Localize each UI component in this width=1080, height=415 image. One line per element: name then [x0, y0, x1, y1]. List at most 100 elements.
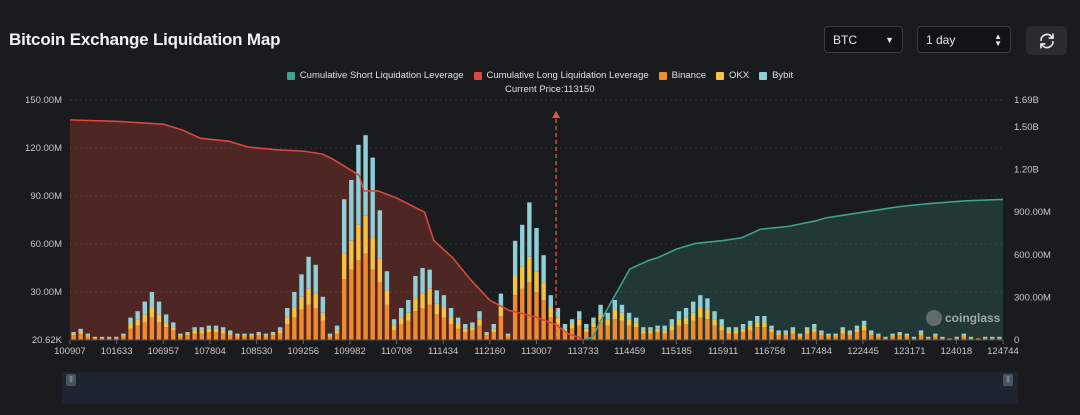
binance-bar — [498, 316, 504, 340]
bybit-bar — [876, 333, 881, 336]
legend-label: Binance — [671, 70, 706, 81]
binance-bar — [512, 295, 518, 340]
okx-bar — [598, 314, 603, 323]
bybit-bar — [783, 330, 788, 334]
okx-bar — [135, 319, 140, 326]
bybit-bar — [569, 319, 575, 324]
okx-bar — [783, 333, 788, 336]
bybit-bar — [619, 304, 625, 313]
binance-bar — [156, 322, 162, 340]
okx-bar — [719, 325, 724, 331]
legend-item-binance[interactable]: Binance — [658, 70, 706, 81]
bybit-bar — [890, 333, 895, 336]
binance-bar — [975, 338, 981, 340]
range-scrollbar[interactable] — [62, 372, 1018, 404]
binance-bar — [804, 333, 810, 340]
bybit-bar — [470, 322, 475, 328]
binance-bar — [918, 335, 924, 340]
binance-bar — [683, 324, 689, 340]
legend-item-long[interactable]: Cumulative Long Liquidation Leverage — [473, 70, 649, 81]
legend-item-okx[interactable]: OKX — [716, 70, 749, 81]
x-tick-label: 109256 — [287, 346, 319, 357]
scrollbar-left-handle[interactable]: ⦀ — [66, 374, 76, 386]
bybit-bar — [534, 228, 539, 272]
binance-bar — [356, 260, 361, 340]
bybit-bar — [954, 336, 959, 339]
okx-bar — [242, 335, 247, 337]
x-tick-label: 114459 — [614, 346, 645, 357]
okx-bar — [648, 330, 653, 334]
binance-bar — [470, 330, 475, 340]
binance-bar — [940, 338, 945, 340]
binance-bar — [306, 304, 311, 340]
bybit-bar — [199, 327, 204, 331]
okx-bar — [890, 335, 895, 337]
okx-bar — [206, 328, 212, 332]
bybit-bar — [933, 333, 938, 336]
legend-label: Cumulative Short Liquidation Leverage — [299, 70, 464, 81]
coin-select-value: BTC — [833, 32, 857, 47]
okx-bar — [726, 330, 732, 334]
bybit-bar — [249, 333, 254, 336]
okx-bar — [178, 335, 183, 337]
bybit-bar — [292, 292, 297, 308]
legend-item-bybit[interactable]: Bybit — [759, 70, 793, 81]
okx-bar — [349, 240, 354, 270]
bybit-bar — [384, 271, 390, 291]
bybit-bar — [85, 333, 91, 336]
binance-bar — [555, 324, 561, 340]
binance-bar — [833, 336, 838, 340]
binance-bar — [85, 336, 91, 340]
binance-bar — [327, 336, 333, 340]
binance-bar — [292, 317, 297, 340]
okx-bar — [149, 308, 155, 318]
okx-bar — [327, 335, 333, 337]
binance-bar — [420, 308, 425, 340]
binance-bar — [705, 319, 710, 340]
binance-bar — [876, 336, 881, 340]
okx-bar — [812, 328, 817, 332]
page-title: Bitcoin Exchange Liquidation Map — [9, 30, 281, 49]
x-tick-label: 123171 — [894, 346, 926, 357]
binance-bar — [455, 328, 461, 340]
binance-bar — [726, 333, 732, 340]
okx-bar — [826, 335, 831, 337]
x-tick-label: 122445 — [847, 346, 879, 357]
binance-bar — [320, 320, 326, 340]
bybit-bar — [171, 322, 176, 328]
bybit-bar — [997, 336, 1002, 339]
coin-select[interactable]: BTC ▼ — [824, 26, 903, 53]
bybit-bar — [441, 295, 447, 308]
okx-bar — [584, 328, 589, 332]
binance-bar — [192, 333, 197, 340]
scrollbar-right-handle[interactable]: ⦀ — [1003, 374, 1013, 386]
okx-bar — [797, 335, 803, 337]
bybit-bar — [391, 319, 397, 326]
okx-bar — [171, 327, 176, 331]
refresh-button[interactable] — [1026, 26, 1067, 55]
bybit-bar — [135, 311, 140, 320]
binance-bar — [598, 322, 603, 340]
bybit-bar — [626, 312, 632, 320]
bybit-bar — [434, 290, 439, 304]
range-select[interactable]: 1 day ▲ ▼ — [917, 26, 1011, 53]
bybit-bar — [861, 320, 867, 326]
okx-bar — [277, 330, 283, 334]
y-left-tick-label: 90.00M — [30, 191, 62, 202]
okx-bar — [897, 333, 902, 336]
legend-item-short[interactable]: Cumulative Short Liquidation Leverage — [286, 70, 464, 81]
binance-bar — [441, 317, 447, 340]
binance-bar — [106, 338, 112, 340]
binance-bar — [797, 336, 803, 340]
okx-bar — [569, 324, 575, 329]
refresh-icon — [1039, 32, 1054, 49]
bybit-bar — [840, 327, 845, 331]
binance-bar — [634, 327, 639, 340]
bybit-bar — [797, 333, 803, 336]
okx-bar — [626, 319, 632, 326]
binance-bar — [228, 335, 233, 340]
binance-bar — [99, 338, 105, 340]
bybit-bar — [263, 333, 269, 336]
bybit-bar — [377, 210, 383, 259]
